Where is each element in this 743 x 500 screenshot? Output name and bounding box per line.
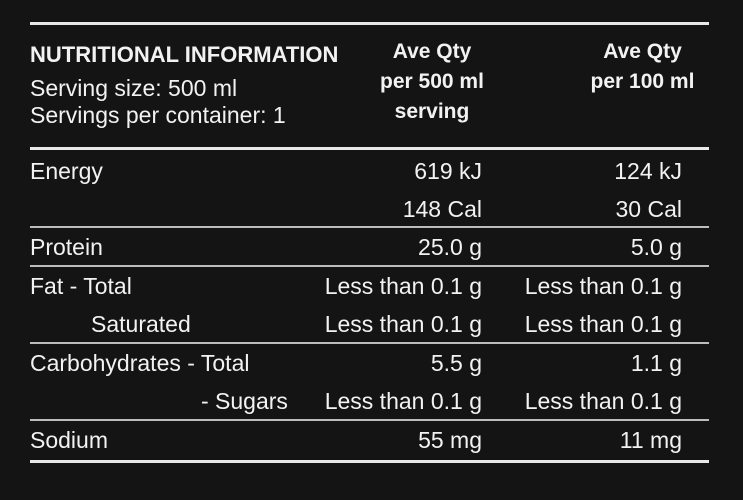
row-energy-label: Energy <box>30 158 103 184</box>
divider-fat <box>30 342 709 344</box>
top-rule <box>30 22 709 25</box>
header-rule <box>30 147 709 150</box>
row-sodium-label: Sodium <box>30 427 108 453</box>
serving-size: Serving size: 500 ml <box>30 75 238 101</box>
row-saturated-label: Saturated <box>91 311 191 337</box>
row-saturated-per100: Less than 0.1 g <box>524 311 682 337</box>
row-sugars-label: - Sugars <box>201 388 288 414</box>
row-carbs-per100: 1.1 g <box>630 350 682 376</box>
bottom-rule <box>30 460 709 463</box>
divider-protein <box>30 265 709 267</box>
panel-title: NUTRITIONAL INFORMATION <box>30 42 339 67</box>
col-serving-header-line1: Ave Qty <box>392 40 472 63</box>
row-fat-label: Fat - Total <box>30 273 132 299</box>
row-protein-per100: 5.0 g <box>630 234 682 260</box>
col-per100-header-line2: per 100 ml <box>590 70 695 93</box>
row-protein-serving: 25.0 g <box>418 234 482 260</box>
row-sodium-serving: 55 mg <box>418 427 482 453</box>
row-sugars-serving: Less than 0.1 g <box>324 388 482 414</box>
row-carbs-serving: 5.5 g <box>430 350 482 376</box>
row-energy-per100: 124 kJ <box>614 158 682 184</box>
divider-carbs <box>30 419 709 421</box>
col-serving-header-line2: per 500 ml <box>380 70 484 93</box>
servings-per-container: Servings per container: 1 <box>30 102 286 128</box>
col-serving-header-line3: serving <box>394 100 470 123</box>
row-fat-serving: Less than 0.1 g <box>324 273 482 299</box>
row-fat-per100: Less than 0.1 g <box>524 273 682 299</box>
row-energy-cal-per100: 30 Cal <box>615 196 682 222</box>
row-sodium-per100: 11 mg <box>619 427 682 453</box>
row-protein-label: Protein <box>30 234 103 260</box>
row-carbs-label: Carbohydrates - Total <box>30 350 250 376</box>
col-per100-header-line1: Ave Qty <box>603 40 682 63</box>
divider-energy <box>30 226 709 228</box>
row-saturated-serving: Less than 0.1 g <box>324 311 482 337</box>
row-energy-serving: 619 kJ <box>414 158 482 184</box>
row-energy-cal-serving: 148 Cal <box>402 196 482 222</box>
row-sugars-per100: Less than 0.1 g <box>524 388 682 414</box>
